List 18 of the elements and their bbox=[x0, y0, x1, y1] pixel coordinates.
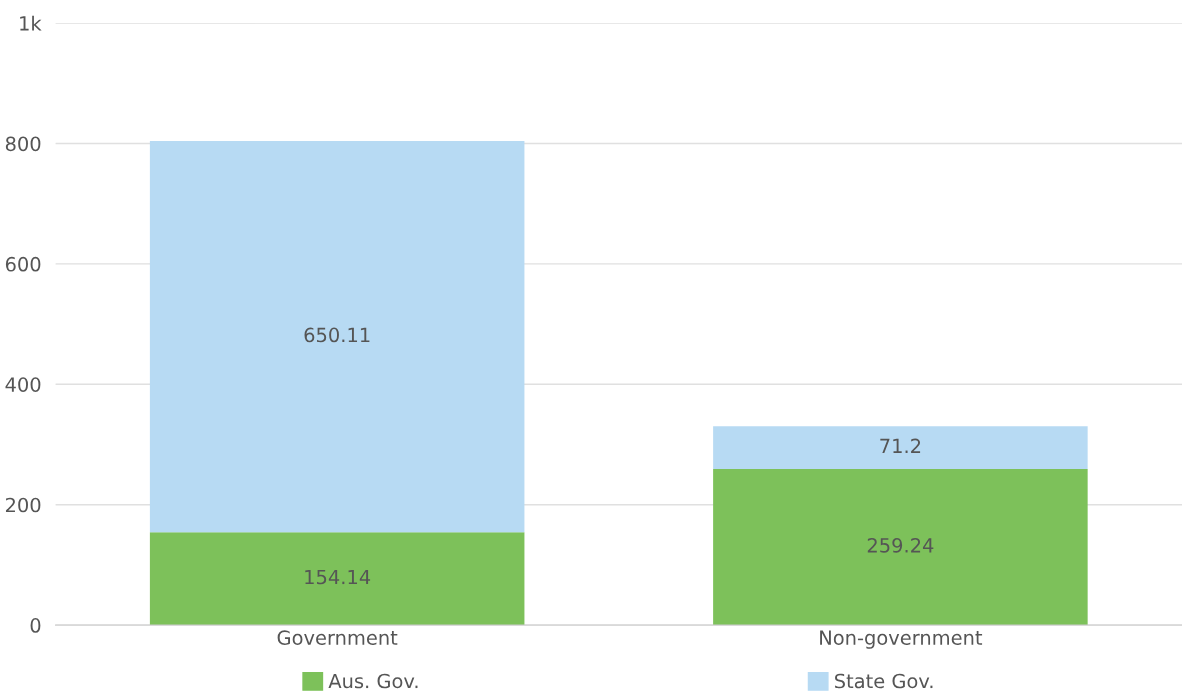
y-tick-label: 200 bbox=[5, 497, 41, 513]
data-label: 650.11 bbox=[304, 327, 370, 343]
legend-label: State Gov. bbox=[835, 673, 933, 689]
y-tick-label: 800 bbox=[5, 136, 41, 152]
y-tick-label: 0 bbox=[30, 618, 41, 633]
data-label: 71.2 bbox=[880, 438, 921, 453]
y-tick-label: 600 bbox=[5, 256, 41, 272]
legend-label: Aus. Gov. bbox=[328, 673, 418, 689]
bar bbox=[149, 140, 525, 533]
x-tick-label: Government bbox=[277, 630, 398, 646]
bar bbox=[149, 532, 525, 626]
y-tick-label: 400 bbox=[5, 377, 41, 392]
data-label: 259.24 bbox=[867, 538, 934, 553]
bar bbox=[713, 469, 1088, 626]
bar bbox=[713, 426, 1088, 470]
y-tick-label: 1k bbox=[20, 15, 42, 31]
data-label: 154.14 bbox=[305, 569, 371, 585]
x-tick-label: Non-government bbox=[820, 630, 983, 649]
